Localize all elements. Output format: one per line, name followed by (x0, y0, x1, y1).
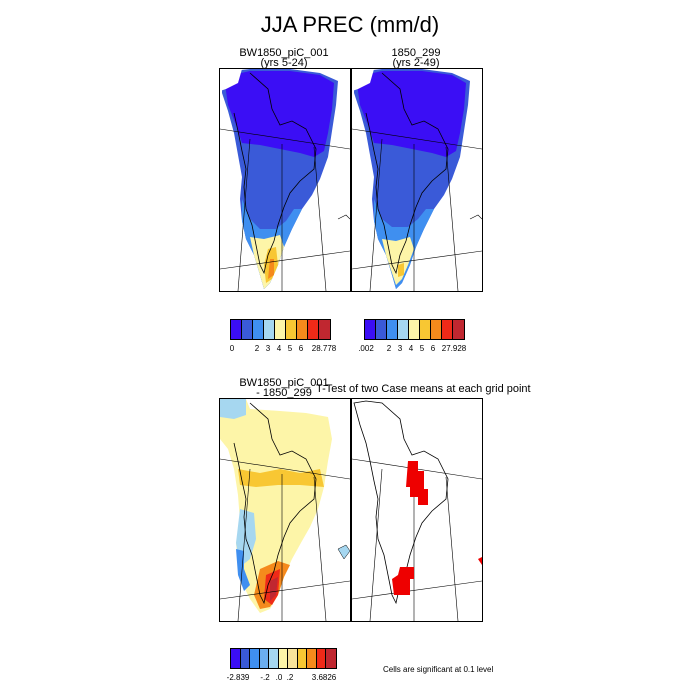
panel2-title-line1: 1850_299 (391, 47, 441, 59)
panel1-title: BW1850_piC_001 (yrs 5-24) (219, 47, 349, 69)
colorbar-swatch (326, 649, 336, 668)
colorbar-swatch (259, 649, 270, 668)
colorbar-tick-label: 3 (397, 344, 403, 353)
colorbar-case1 (230, 319, 331, 340)
colorbar-tick-label: 4 (276, 344, 282, 353)
colorbar-swatch (231, 320, 242, 339)
colorbar-swatch (365, 320, 376, 339)
panel3-title: BW1850_piC_001 - 1850_299 (219, 377, 349, 399)
panel1-title-line2: (yrs 5-24) (260, 57, 308, 69)
colorbar-swatch (387, 320, 398, 339)
colorbar-swatch (297, 649, 308, 668)
map-panel-ttest (351, 398, 483, 622)
figure-title: JJA PREC (mm/d) (260, 12, 440, 37)
colorbar-tick-label: 4 (408, 344, 414, 353)
colorbar-case2 (364, 319, 465, 340)
colorbar-tick-label: 6 (430, 344, 436, 353)
panel3-title-line1: BW1850_piC_001 (239, 377, 329, 389)
colorbar-swatch (316, 649, 327, 668)
panel2-title: 1850_299 (yrs 2-49) (351, 47, 481, 69)
colorbar-tick-label: 0 (229, 344, 235, 353)
colorbar-tick-label: 5 (287, 344, 293, 353)
map-difference-svg (220, 399, 350, 621)
colorbar-tick-label: .2 (286, 673, 294, 682)
colorbar-tick-label: .0 (275, 673, 283, 682)
colorbar-swatch (420, 320, 431, 339)
colorbar-swatch (442, 320, 453, 339)
map-case1-svg (220, 69, 350, 291)
colorbar-swatch (275, 320, 286, 339)
colorbar-tick-label: -2.839 (226, 673, 250, 682)
colorbar-swatch (288, 649, 298, 668)
colorbar-swatch (250, 649, 260, 668)
panel4-title: T-Test of two Case means at each grid po… (316, 383, 531, 395)
map-panel-mean-case1 (219, 68, 351, 292)
colorbar-swatch (319, 320, 330, 339)
panel1-title-line1: BW1850_piC_001 (239, 47, 329, 59)
colorbar-swatch (376, 320, 387, 339)
map-panel-difference (219, 398, 351, 622)
colorbar-tick-label: 6 (298, 344, 304, 353)
colorbar-tick-label: 28.778 (311, 344, 337, 353)
colorbar-tick-label: 5 (419, 344, 425, 353)
colorbar-swatch (278, 649, 289, 668)
colorbar-swatch (431, 320, 442, 339)
colorbar-swatch (453, 320, 464, 339)
panel3-title-line2: - 1850_299 (256, 387, 312, 399)
colorbar-swatch (297, 320, 308, 339)
colorbar-tick-label: .002 (358, 344, 374, 353)
significance-note: Cells are significant at 0.1 level (383, 665, 494, 674)
colorbar-swatch (308, 320, 319, 339)
map-case2-svg (352, 69, 482, 291)
map-panel-mean-case2 (351, 68, 483, 292)
colorbar-swatch (231, 649, 241, 668)
colorbar-swatch (269, 649, 279, 668)
panel2-title-line2: (yrs 2-49) (392, 57, 440, 69)
colorbar-swatch (240, 649, 251, 668)
colorbar-tick-label: 2 (386, 344, 392, 353)
colorbar-swatch (286, 320, 297, 339)
colorbar-difference (230, 648, 337, 669)
colorbar-swatch (264, 320, 275, 339)
colorbar-tick-label: 2 (254, 344, 260, 353)
colorbar-swatch (253, 320, 264, 339)
colorbar-swatch (307, 649, 317, 668)
colorbar-swatch (398, 320, 409, 339)
colorbar-tick-label: 3 (265, 344, 271, 353)
map-ttest-svg (352, 399, 482, 621)
colorbar-tick-label: 3.6826 (311, 673, 337, 682)
colorbar-tick-label: -.2 (260, 673, 270, 682)
colorbar-swatch (242, 320, 253, 339)
colorbar-swatch (409, 320, 420, 339)
colorbar-tick-label: 27.928 (441, 344, 467, 353)
